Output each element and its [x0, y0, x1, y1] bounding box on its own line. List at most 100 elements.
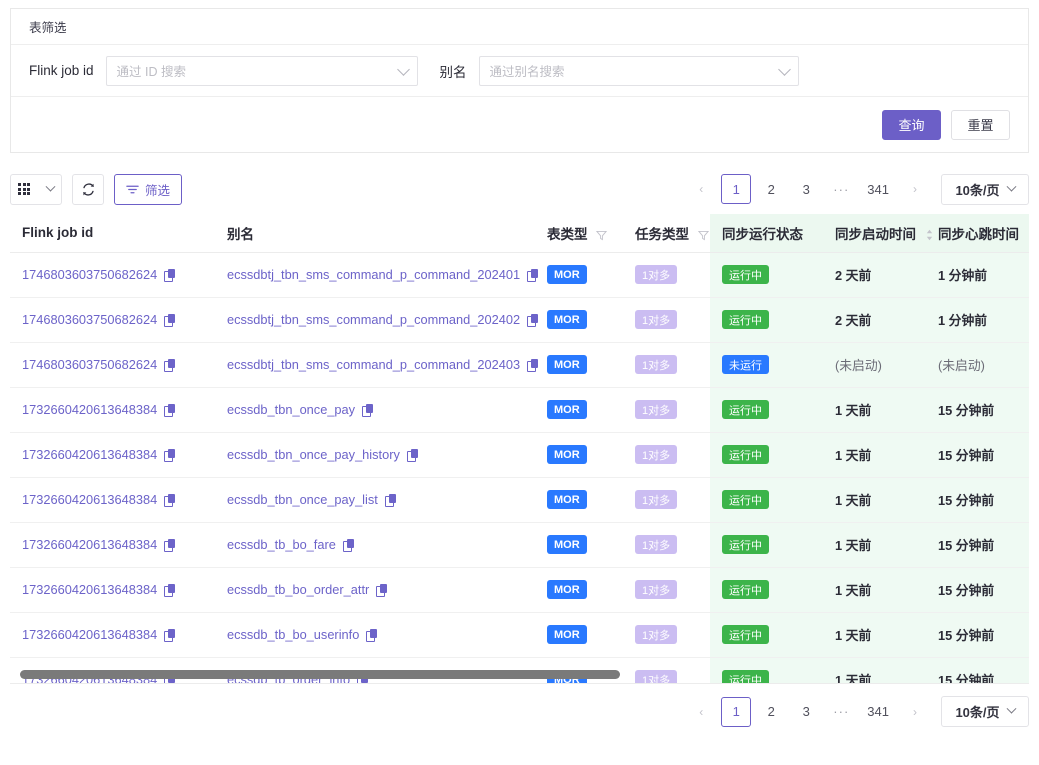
sort-arrows-icon[interactable] — [925, 229, 934, 241]
copy-icon[interactable] — [164, 268, 176, 282]
job-id-link[interactable]: 1732660420613648384 — [22, 447, 176, 462]
job-id-link[interactable]: 1732660420613648384 — [22, 537, 176, 552]
pagination-page-3[interactable]: 3 — [802, 704, 810, 719]
task-type-badge: 1对多 — [635, 670, 678, 683]
copy-icon[interactable] — [384, 493, 396, 507]
pagination-page-2[interactable]: 2 — [767, 704, 775, 719]
cell-start-time: 1 天前 — [823, 567, 926, 613]
col-header-run-status: 同步运行状态 — [710, 214, 823, 253]
table-row: 1732660420613648384 ecssdb_tb_bo_userinfo… — [10, 612, 1029, 658]
start-time-value: 1 天前 — [835, 403, 872, 418]
table-header-row: Flink job id 别名 表类型 任务类型 — [10, 214, 1029, 253]
pagination-last-page[interactable]: 341 — [867, 181, 889, 197]
copy-icon[interactable] — [527, 268, 539, 282]
copy-icon[interactable] — [527, 358, 539, 372]
pagination-prev[interactable]: ‹ — [699, 704, 704, 719]
col-label-heartbeat-time: 同步心跳时间 — [938, 226, 1019, 242]
cell-task-type: 1对多 — [623, 657, 710, 683]
alias-link[interactable]: ecssdb_tbn_once_pay — [227, 402, 374, 417]
cell-alias: ecssdb_tbn_once_pay — [215, 387, 535, 433]
reset-button[interactable]: 重置 — [951, 109, 1010, 140]
cell-table-type: MOR — [535, 387, 623, 433]
pagination-next[interactable]: › — [913, 182, 917, 196]
filter-toggle-button[interactable]: 筛选 — [114, 173, 183, 205]
field-group-job-id: Flink job id 通过 ID 搜索 — [29, 55, 418, 86]
task-type-badge: 1对多 — [635, 355, 678, 374]
start-time-value: 2 天前 — [835, 268, 872, 283]
pagination-page-1[interactable]: 1 — [721, 696, 752, 727]
copy-icon[interactable] — [164, 538, 176, 552]
pagination-prev[interactable]: ‹ — [699, 182, 704, 196]
copy-icon[interactable] — [342, 538, 354, 552]
page-size-select[interactable]: 10条/页 — [941, 173, 1029, 205]
pagination-page-3[interactable]: 3 — [802, 181, 810, 197]
job-id-select[interactable]: 通过 ID 搜索 — [105, 55, 418, 86]
job-id-link[interactable]: 1746803603750682624 — [22, 357, 176, 372]
job-id-link[interactable]: 1732660420613648384 — [22, 402, 176, 417]
pagination-page-2[interactable]: 2 — [767, 181, 775, 197]
pagination-next[interactable]: › — [913, 704, 917, 719]
task-type-badge: 1对多 — [635, 580, 678, 599]
sort-arrows-icon[interactable] — [1028, 229, 1029, 241]
cell-start-time: 1 天前 — [823, 477, 926, 523]
page-size-select[interactable]: 10条/页 — [941, 696, 1029, 727]
table-row: 1732660420613648384 ecssdb_tbn_once_pay_h… — [10, 432, 1029, 478]
filter-funnel-icon[interactable] — [596, 230, 608, 241]
pagination-last-page[interactable]: 341 — [867, 704, 889, 719]
search-button[interactable]: 查询 — [882, 109, 941, 140]
job-id-link[interactable]: 1746803603750682624 — [22, 312, 176, 327]
view-mode-button[interactable] — [10, 173, 62, 205]
copy-icon[interactable] — [527, 313, 539, 327]
heartbeat-time-value: 1 分钟前 — [938, 268, 988, 283]
job-id-placeholder: 通过 ID 搜索 — [116, 65, 186, 79]
job-id-link[interactable]: 1732660420613648384 — [22, 492, 176, 507]
pagination-page-1[interactable]: 1 — [721, 174, 752, 204]
refresh-button[interactable] — [72, 173, 104, 205]
alias-link-text: ecssdb_tbn_once_pay_history — [227, 447, 400, 462]
cell-alias: ecssdb_tb_bo_fare — [215, 522, 535, 568]
alias-link[interactable]: ecssdb_tb_bo_order_attr — [227, 582, 388, 597]
cell-job-id: 1732660420613648384 — [10, 612, 215, 658]
start-time-value: (未启动) — [835, 358, 882, 373]
alias-select[interactable]: 通过别名搜索 — [478, 55, 799, 86]
copy-icon[interactable] — [164, 493, 176, 507]
copy-icon[interactable] — [366, 628, 378, 642]
job-id-link[interactable]: 1732660420613648384 — [22, 627, 176, 642]
alias-link[interactable]: ecssdbtj_tbn_sms_command_p_command_20240… — [227, 267, 539, 282]
start-time-value: 1 天前 — [835, 583, 872, 598]
table-row: 1732660420613648384 ecssdb_tb_bo_fare MOR 1… — [10, 522, 1029, 568]
alias-link[interactable]: ecssdb_tbn_once_pay_history — [227, 447, 418, 462]
cell-start-time: 1 天前 — [823, 522, 926, 568]
alias-link[interactable]: ecssdbtj_tbn_sms_command_p_command_20240… — [227, 312, 539, 327]
table-filter-card: 表筛选 Flink job id 通过 ID 搜索 别名 通过别名搜索 查询 重… — [10, 8, 1029, 153]
horizontal-scrollbar[interactable] — [20, 670, 620, 679]
copy-icon[interactable] — [164, 358, 176, 372]
cell-run-status: 运行中 — [710, 522, 823, 568]
table-row: 1732660420613648384 ecssdb_tb_bo_order_at… — [10, 567, 1029, 613]
alias-link[interactable]: ecssdb_tb_bo_userinfo — [227, 627, 378, 642]
cell-task-type: 1对多 — [623, 432, 710, 478]
copy-icon[interactable] — [164, 583, 176, 597]
alias-link[interactable]: ecssdb_tb_bo_fare — [227, 537, 354, 552]
job-id-link[interactable]: 1746803603750682624 — [22, 267, 176, 282]
cell-job-id: 1746803603750682624 — [10, 252, 215, 298]
filter-funnel-icon[interactable] — [697, 230, 709, 241]
copy-icon[interactable] — [164, 313, 176, 327]
col-header-alias: 别名 — [215, 214, 535, 253]
cell-alias: ecssdbtj_tbn_sms_command_p_command_20240… — [215, 297, 539, 343]
cell-job-id: 1746803603750682624 — [10, 297, 215, 343]
copy-icon[interactable] — [164, 403, 176, 417]
copy-icon[interactable] — [164, 448, 176, 462]
copy-icon[interactable] — [164, 628, 176, 642]
job-id-link[interactable]: 1732660420613648384 — [22, 582, 176, 597]
table-row: 1746803603750682624 ecssdbtj_tbn_sms_comm… — [10, 342, 1029, 388]
copy-icon[interactable] — [376, 583, 388, 597]
alias-link[interactable]: ecssdbtj_tbn_sms_command_p_command_20240… — [227, 357, 539, 372]
copy-icon[interactable] — [406, 448, 418, 462]
copy-icon[interactable] — [362, 403, 374, 417]
start-time-value: 1 天前 — [835, 538, 872, 553]
heartbeat-time-value: 15 分钟前 — [938, 448, 995, 463]
cell-run-status: 运行中 — [710, 387, 823, 433]
cell-heartbeat-time: 1 分钟前 — [926, 252, 1029, 298]
alias-link[interactable]: ecssdb_tbn_once_pay_list — [227, 492, 396, 507]
